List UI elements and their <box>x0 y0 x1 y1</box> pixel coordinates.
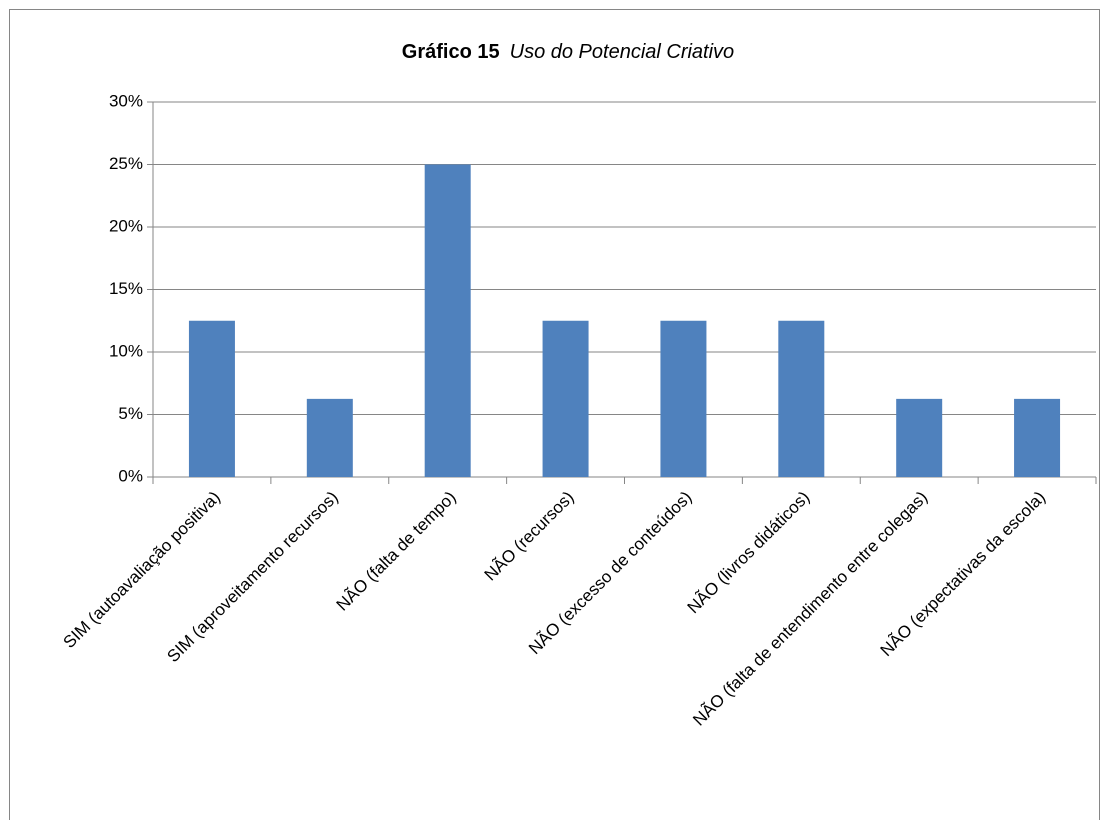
bar <box>424 164 471 477</box>
chart-heading: Gráfico 15 Uso do Potencial Criativo <box>402 41 734 63</box>
chart-subtitle: Uso do Potencial Criativo <box>510 41 735 63</box>
bar <box>778 320 825 477</box>
bar <box>896 398 943 477</box>
y-tick-label: 10% <box>109 341 143 360</box>
bar <box>542 320 589 477</box>
y-tick-label: 20% <box>109 216 143 235</box>
y-tick-label: 0% <box>118 466 143 485</box>
y-tick-label: 25% <box>109 154 143 173</box>
bar <box>188 320 235 477</box>
y-tick-label: 30% <box>109 91 143 110</box>
bar <box>660 320 707 477</box>
y-tick-label: 5% <box>118 404 143 423</box>
bar <box>306 398 353 477</box>
bar <box>1014 398 1061 477</box>
chart-title: Gráfico 15 <box>402 41 500 63</box>
y-tick-label: 15% <box>109 279 143 298</box>
